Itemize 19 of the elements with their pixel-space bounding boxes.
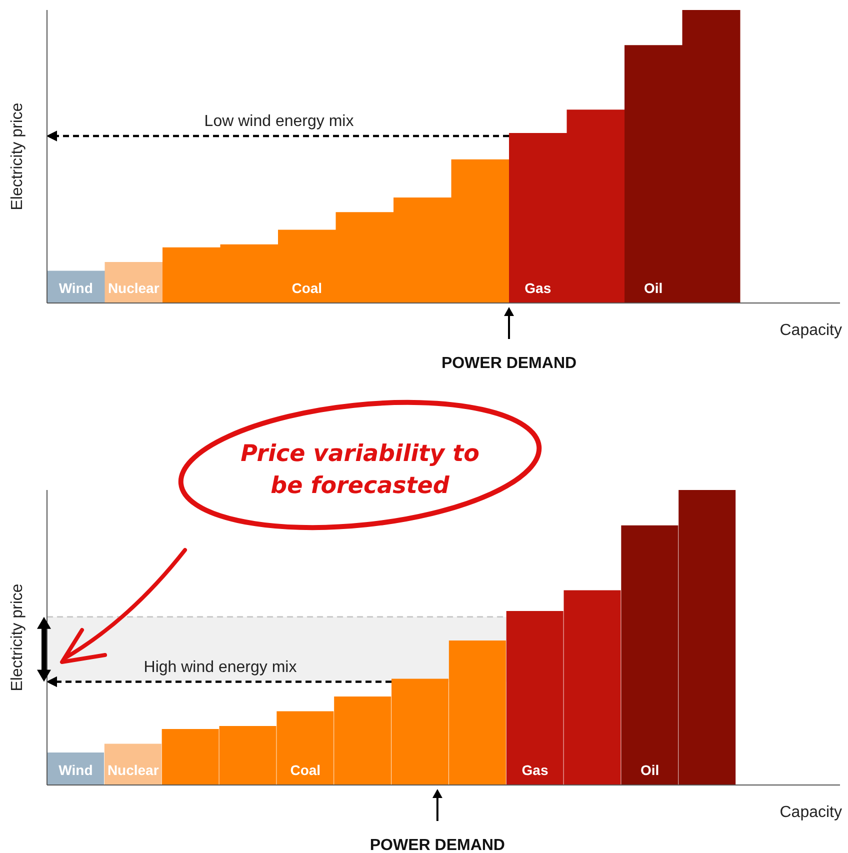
- x-tick-label: Wind: [58, 762, 93, 778]
- x-axis-title: Capacity: [780, 322, 842, 339]
- x-tick-label: Gas: [524, 280, 552, 296]
- y-axis-title: Electricity price: [9, 584, 26, 692]
- x-tick-label: Coal: [290, 762, 321, 778]
- x-tick-label: Wind: [58, 280, 93, 296]
- x-tick-label: Coal: [292, 280, 322, 296]
- text: POWER DEMAND: [370, 837, 505, 853]
- y-axis-title: Electricity price: [9, 102, 26, 210]
- x-tick-label: Gas: [522, 762, 548, 778]
- ref-line-label: Low wind energy mix: [204, 112, 354, 130]
- x-tick-label: Oil: [640, 762, 660, 778]
- annotation: Price variability to be forecasted: [240, 440, 480, 501]
- ref-line-label: High wind energy mix: [144, 658, 297, 676]
- text: POWER DEMAND: [441, 355, 577, 372]
- x-tick-label: Nuclear: [108, 280, 160, 296]
- x-tick-label: Nuclear: [107, 762, 160, 778]
- x-tick-label: Oil: [644, 280, 663, 296]
- x-axis-title: Capacity: [780, 804, 842, 821]
